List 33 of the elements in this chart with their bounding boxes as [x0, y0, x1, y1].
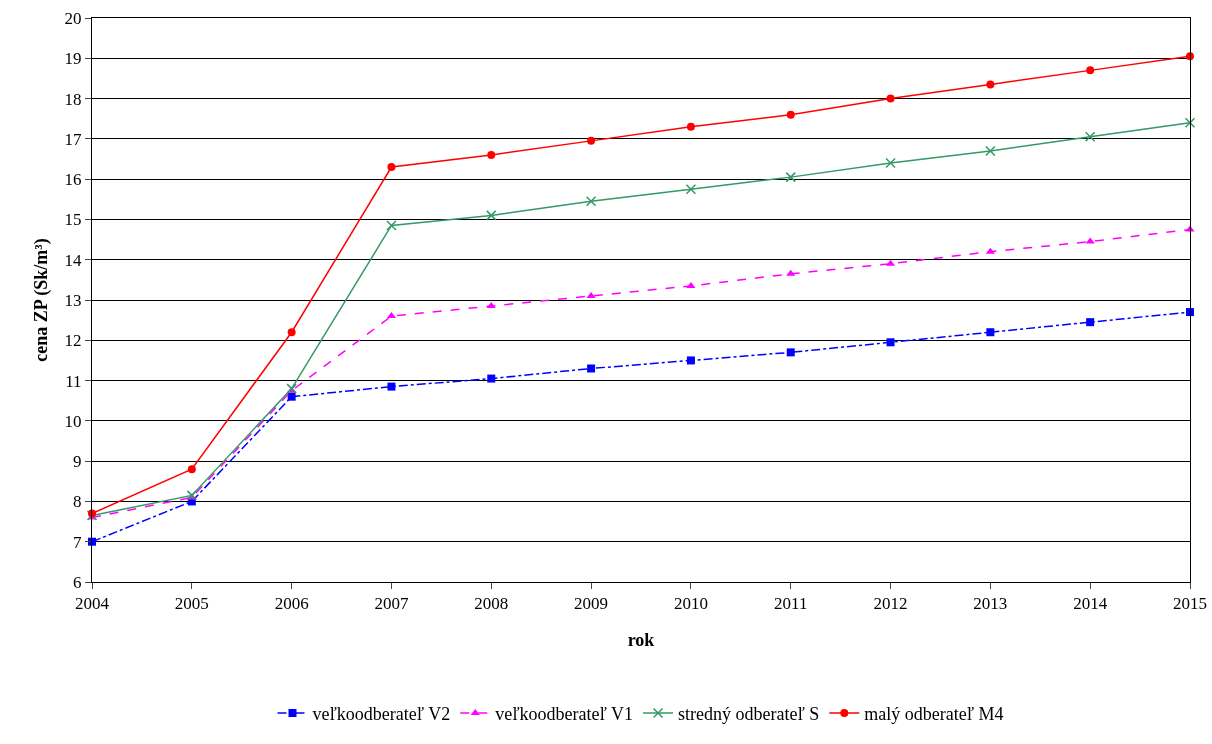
y-tick-label: 11 — [65, 371, 82, 391]
y-tick-label: 17 — [64, 129, 83, 149]
x-tick-label: 2007 — [374, 594, 409, 614]
y-tick-label: 7 — [73, 532, 83, 552]
y-tick-label: 13 — [64, 290, 82, 310]
x-tick-label: 2015 — [1173, 594, 1207, 614]
legend-label: veľkoodberateľ V1 — [495, 704, 634, 725]
x-tick-label: 2013 — [973, 594, 1008, 614]
y-tick-label: 12 — [64, 331, 82, 351]
legend-label: stredný odberateľ S — [678, 704, 820, 725]
y-tick-label: 9 — [73, 452, 82, 472]
x-axis-title: rok — [627, 629, 655, 650]
x-tick-label: 2005 — [174, 594, 209, 614]
y-tick-label: 8 — [73, 492, 82, 512]
x-tick-label: 2010 — [673, 594, 708, 614]
legend-label: veľkoodberateľ V2 — [312, 704, 451, 725]
x-tick-label: 2012 — [873, 594, 908, 614]
y-tick-label: 6 — [73, 572, 82, 592]
y-tick-label: 15 — [64, 210, 82, 230]
legend-label: malý odberateľ M4 — [864, 704, 1004, 725]
y-tick-label: 18 — [64, 89, 82, 109]
y-tick-label: 10 — [64, 411, 82, 431]
x-tick-label: 2008 — [474, 594, 509, 614]
y-tick-label: 19 — [64, 49, 82, 69]
y-tick-label: 14 — [64, 250, 83, 270]
x-tick-label: 2011 — [774, 594, 808, 614]
x-tick-label: 2006 — [274, 594, 309, 614]
x-tick-label: 2014 — [1073, 594, 1108, 614]
y-tick-label: 16 — [64, 170, 82, 190]
x-tick-label: 2004 — [75, 594, 110, 614]
y-tick-label: 20 — [64, 8, 82, 28]
x-tick-label: 2009 — [574, 594, 609, 614]
y-axis-title: cena ZP (Sk/m³) — [30, 238, 52, 362]
